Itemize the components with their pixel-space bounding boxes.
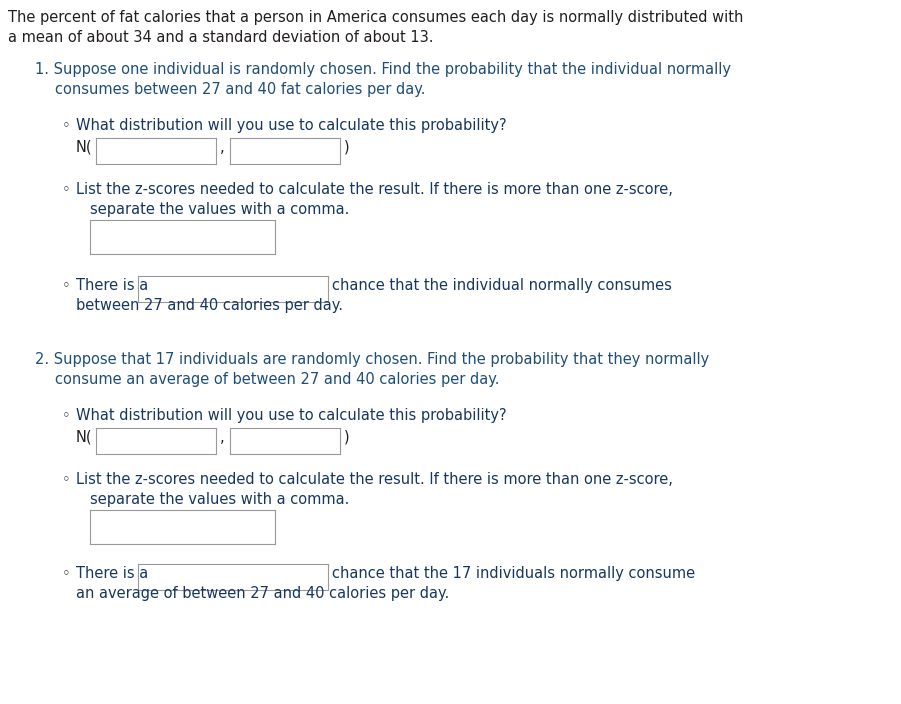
Text: List the z-scores needed to calculate the result. If there is more than one z-sc: List the z-scores needed to calculate th… <box>76 182 673 197</box>
Text: List the z-scores needed to calculate the result. If there is more than one z-sc: List the z-scores needed to calculate th… <box>76 472 673 487</box>
Text: chance that the 17 individuals normally consume: chance that the 17 individuals normally … <box>332 566 696 581</box>
Text: ,: , <box>220 140 224 155</box>
Text: ): ) <box>344 140 350 155</box>
Text: ,: , <box>220 430 224 445</box>
Text: What distribution will you use to calculate this probability?: What distribution will you use to calcul… <box>76 408 506 423</box>
Text: between 27 and 40 calories per day.: between 27 and 40 calories per day. <box>76 298 343 313</box>
Text: N(: N( <box>76 140 93 155</box>
Text: consumes between 27 and 40 fat calories per day.: consumes between 27 and 40 fat calories … <box>55 82 425 97</box>
Text: consume an average of between 27 and 40 calories per day.: consume an average of between 27 and 40 … <box>55 372 499 387</box>
Text: There is a: There is a <box>76 278 149 293</box>
Text: ◦: ◦ <box>62 182 70 197</box>
Text: N(: N( <box>76 430 93 445</box>
Text: There is a: There is a <box>76 566 149 581</box>
Text: The percent of fat calories that a person in America consumes each day is normal: The percent of fat calories that a perso… <box>8 10 743 25</box>
Text: an average of between 27 and 40 calories per day.: an average of between 27 and 40 calories… <box>76 586 450 601</box>
Text: a mean of about 34 and a standard deviation of about 13.: a mean of about 34 and a standard deviat… <box>8 30 433 45</box>
Text: ◦: ◦ <box>62 118 70 133</box>
Text: ◦: ◦ <box>62 472 70 487</box>
Text: What distribution will you use to calculate this probability?: What distribution will you use to calcul… <box>76 118 506 133</box>
Text: chance that the individual normally consumes: chance that the individual normally cons… <box>332 278 672 293</box>
Text: 1. Suppose one individual is randomly chosen. Find the probability that the indi: 1. Suppose one individual is randomly ch… <box>35 62 731 77</box>
Text: 2. Suppose that 17 individuals are randomly chosen. Find the probability that th: 2. Suppose that 17 individuals are rando… <box>35 352 709 367</box>
Text: ◦: ◦ <box>62 278 70 293</box>
Text: separate the values with a comma.: separate the values with a comma. <box>90 492 350 507</box>
Text: ◦: ◦ <box>62 566 70 581</box>
Text: ): ) <box>344 430 350 445</box>
Text: separate the values with a comma.: separate the values with a comma. <box>90 202 350 217</box>
Text: ◦: ◦ <box>62 408 70 423</box>
